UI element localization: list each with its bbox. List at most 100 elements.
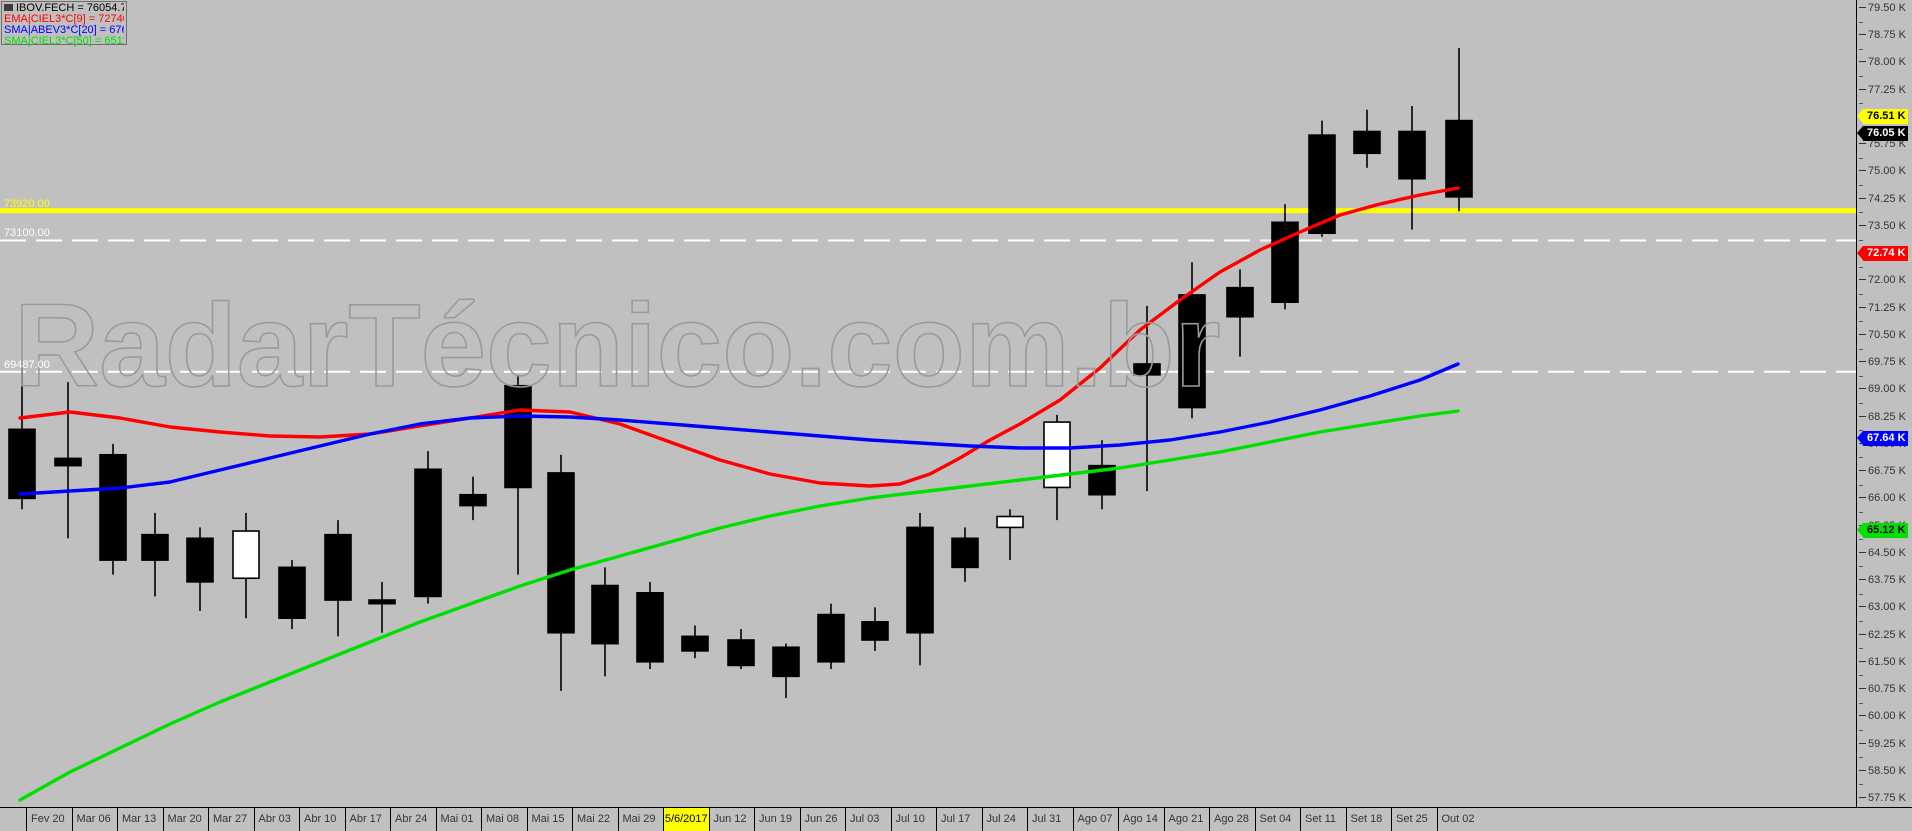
minor-tick-mark [1859,784,1863,786]
price-tick-label: 59.25 K [1868,737,1906,750]
price-axis[interactable]: 79.50 K78.75 K78.00 K77.25 K76.50 K75.75… [1856,0,1912,807]
price-tick-label: 58.50 K [1868,764,1906,777]
date-tick: Out 02 [1436,808,1483,831]
candlestick [278,560,306,630]
price-tick: 78.00 K [1857,56,1912,68]
line-white-upper-label: 73100.00 [4,227,50,240]
date-axis[interactable]: Fev 20 Mar 06 Mar 13 Mar 20 Mar 27 Abr 03 Abr … [0,807,1912,831]
price-tick-label: 68.25 K [1868,410,1906,423]
price-tick-label: 66.00 K [1868,492,1906,505]
candlestick [727,629,755,670]
tick-mark-icon [1859,551,1866,553]
price-tick-label: 60.00 K [1868,710,1906,723]
date-tick-highlighted: 5/6/2017 [663,808,709,831]
candlestick [99,443,127,575]
minor-tick-mark [1859,103,1863,105]
date-tick: Mar 13 [117,808,163,831]
minor-tick-mark [1859,484,1863,486]
marker-price-label: 72.74 K [1863,246,1908,262]
marker-last-price: 76.05 K [1857,125,1912,141]
minor-tick-mark [1859,185,1863,187]
minor-tick-mark [1859,348,1863,350]
marker-price-label: 67.64 K [1863,431,1908,447]
marker-arrow-icon [1857,246,1863,261]
candlestick [1226,269,1254,357]
minor-tick-mark [1859,648,1863,650]
tick-mark-icon [1859,388,1866,390]
price-tick: 79.50 K [1857,2,1912,14]
minor-tick-mark [1859,539,1863,541]
tick-mark-icon [1859,606,1866,608]
marker-price-label: 76.51 K [1863,109,1908,125]
minor-tick-mark [1859,212,1863,214]
candlestick [414,451,442,604]
candlestick [951,527,979,582]
price-tick: 71.25 K [1857,302,1912,314]
line-white-lower-label: 69487.00 [4,358,50,371]
price-tick: 77.25 K [1857,84,1912,96]
minor-tick-mark [1859,266,1863,268]
candlestick [1178,262,1206,419]
date-tick: Mai 22 [572,808,618,831]
price-tick: 75.75 K [1857,138,1912,150]
legend-text-symbol-quote: IBOV.FECH = 76054.72 [16,3,124,14]
date-tick: Jul 17 [936,808,982,831]
price-tick-label: 69.00 K [1868,383,1906,396]
date-tick: Jul 31 [1027,808,1073,831]
marker-sma-green: 65.12 K [1857,522,1912,538]
legend-row-sma-ciel3-50: SMA|CIEL3*C[50] = 65117.71 [4,36,124,47]
candlestick [1445,47,1473,212]
date-tick: Jul 24 [981,808,1028,831]
minor-tick-mark [1859,157,1863,159]
price-tick: 73.50 K [1857,220,1912,232]
minor-tick-mark [1859,239,1863,241]
chart-plot-area[interactable]: RadarTécnico.com.br 73920.00 73100.00 6948… [0,0,1856,807]
date-tick: Ago 14 [1118,808,1164,831]
minor-tick-mark [1859,566,1863,568]
price-tick: 63.00 K [1857,601,1912,613]
price-tick: 63.75 K [1857,574,1912,586]
price-tick-label: 72.00 K [1868,274,1906,287]
candlestick [459,476,487,521]
tick-mark-icon [1859,797,1866,798]
candlestick [1043,414,1071,521]
price-tick-label: 63.00 K [1868,601,1906,614]
price-tick: 74.25 K [1857,193,1912,205]
marker-arrow-icon [1857,125,1863,140]
price-tick-label: 70.50 K [1868,328,1906,341]
tick-mark-icon [1859,660,1866,662]
price-tick-label: 57.75 K [1868,792,1906,804]
tick-mark-icon [1859,34,1866,36]
date-tick: Mar 20 [162,808,209,831]
marker-ema-red: 72.74 K [1857,246,1912,262]
price-tick: 75.00 K [1857,165,1912,177]
price-tick: 64.50 K [1857,547,1912,559]
candlestick [636,581,664,670]
minor-tick-mark [1859,729,1863,731]
minor-tick-mark [1859,76,1863,78]
minor-tick-mark [1859,457,1863,459]
candlestick [772,643,800,699]
price-tick: 60.75 K [1857,683,1912,695]
tick-mark-icon [1859,61,1866,63]
minor-tick-mark [1859,403,1863,404]
price-tick-label: 66.75 K [1868,465,1906,478]
candlestick [141,512,169,597]
candlestick [681,625,709,659]
date-tick: Mai 29 [617,808,664,831]
candlestick [591,567,619,677]
date-tick: Abr 17 [344,808,391,831]
price-tick: 78.75 K [1857,29,1912,41]
candlestick [8,367,36,510]
line-yellow-resistance-label: 73920.00 [4,197,50,210]
price-tick-label: 75.75 K [1868,138,1906,151]
candlestick [547,454,575,691]
tick-mark-icon [1859,497,1866,499]
price-tick-label: 64.50 K [1868,546,1906,559]
tick-mark-icon [1859,224,1866,226]
tick-mark-icon [1859,415,1866,417]
marker-arrow-icon [1857,431,1863,446]
minor-tick-mark [1859,48,1863,50]
price-tick: 69.75 K [1857,356,1912,368]
price-tick: 70.50 K [1857,329,1912,341]
